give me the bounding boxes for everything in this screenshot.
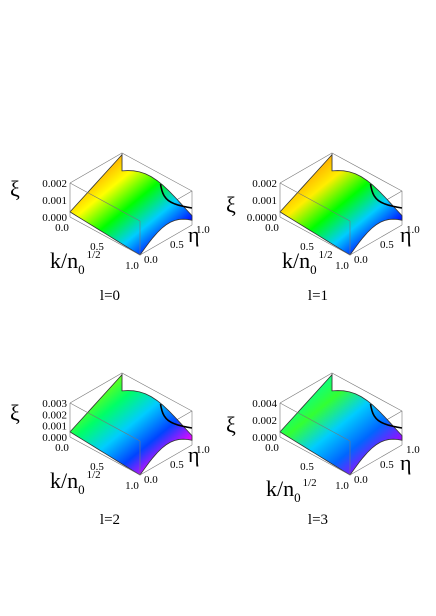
z-tick-label: 0.000: [252, 432, 277, 444]
surface-ridge: [369, 183, 403, 209]
x-axis-label-sup: 1/2: [302, 477, 317, 489]
y-tick-label: 0.0: [354, 474, 368, 486]
x-tick-label: 0.0: [55, 222, 69, 234]
y-axis-label: η: [400, 222, 412, 247]
x-axis-label-sup: 1/2: [318, 249, 333, 261]
z-tick-label: 0.002: [252, 415, 277, 427]
surface: [279, 373, 403, 476]
box-front-edge: [349, 444, 403, 476]
box-top-edge: [279, 152, 333, 184]
z-tick-label: 0.0000: [247, 212, 278, 224]
box-front-edge: [279, 216, 351, 256]
box-top-edge: [69, 372, 123, 404]
surface-plot: 0.000 0.001 0.002 0.0 0.5 1.0 0.0 0.5 1.0: [42, 152, 210, 272]
x-tick-label: 0.0: [55, 442, 69, 454]
x-tick-label: 1.0: [125, 480, 139, 492]
x-tick-label: 0.0: [265, 222, 279, 234]
panel-label: l=2: [99, 512, 121, 528]
x-axis-label-main: k/n: [266, 476, 295, 501]
surface-plot: 0.0000 0.001 0.002 0.0 0.5 1.0 0.0 0.5 1.0: [247, 152, 420, 272]
z-axis-label: ξ: [10, 176, 20, 201]
surface: [69, 153, 193, 256]
y-tick-label: 0.0: [144, 254, 158, 266]
surface-ridge: [159, 183, 193, 209]
z-tick-label: 0.001: [42, 421, 67, 433]
x-axis-label-sup: 1/2: [86, 249, 101, 261]
z-tick-label: 0.001: [42, 195, 67, 207]
x-axis-label: k/n01/2: [50, 248, 101, 278]
box-front-edge: [279, 402, 351, 475]
y-tick-label: 0.0: [144, 474, 158, 486]
chart-panel-l0: 0.000 0.001 0.002 0.0 0.5 1.0 0.0 0.5 1.0 ξ η k/…: [10, 130, 220, 310]
y-tick-label: 0.0: [354, 254, 368, 266]
x-axis-label: k/n01/2: [50, 468, 101, 498]
surface: [279, 153, 403, 256]
y-axis-label: η: [188, 442, 200, 467]
panel-label: l=0: [99, 288, 121, 304]
y-tick-label: 1.0: [196, 444, 210, 456]
y-tick-label: 1.0: [406, 224, 420, 236]
x-tick-label: 0.5: [90, 461, 104, 473]
surface-plot: 0.000 0.002 0.004 0.0 0.5 1.0 0.0 0.5 1.0: [252, 372, 420, 492]
x-axis-label: k/n01/2: [266, 476, 317, 506]
box-front-edge: [139, 224, 193, 256]
box-front-edge: [69, 402, 141, 475]
box-top-edge: [69, 152, 123, 184]
box-front-edge: [69, 182, 141, 255]
z-axis-label: ξ: [226, 412, 236, 437]
x-axis-label-sub: 0: [78, 482, 85, 497]
z-tick-label: 0.004: [252, 398, 277, 410]
y-tick-label: 1.0: [196, 224, 210, 236]
x-tick-label: 1.0: [335, 260, 349, 272]
y-tick-label: 0.5: [380, 459, 394, 471]
x-axis-label: k/n01/2: [282, 248, 333, 278]
x-axis-label-sup: 1/2: [86, 469, 101, 481]
z-axis-label: ξ: [226, 192, 236, 217]
x-tick-label: 0.5: [300, 461, 314, 473]
z-tick-label: 0.001: [252, 195, 277, 207]
chart-panel-l3: 0.000 0.002 0.004 0.0 0.5 1.0 0.0 0.5 1.0 ξ η k/…: [220, 350, 430, 530]
y-tick-label: 0.5: [170, 459, 184, 471]
y-axis-label: η: [188, 222, 200, 247]
x-tick-label: 0.0: [265, 442, 279, 454]
y-tick-label: 1.0: [406, 444, 420, 456]
x-axis-label-sub: 0: [310, 262, 317, 277]
z-tick-label: 0.003: [42, 398, 67, 410]
surface: [69, 373, 193, 476]
box-front-edge: [69, 216, 141, 256]
panel-label: l=1: [307, 288, 329, 304]
surface-ridge: [159, 403, 193, 429]
z-tick-label: 0.000: [42, 432, 67, 444]
y-tick-label: 0.5: [170, 239, 184, 251]
x-tick-label: 0.5: [90, 241, 104, 253]
z-tick-label: 0.002: [42, 178, 67, 190]
box-front-edge: [69, 436, 141, 476]
z-tick-label: 0.002: [252, 178, 277, 190]
z-tick-label: 0.002: [42, 409, 67, 421]
x-axis-label-sub: 0: [78, 262, 85, 277]
box-front-edge: [349, 224, 403, 256]
box-front-edge: [279, 182, 351, 255]
x-axis-label-main: k/n: [50, 248, 79, 273]
x-tick-label: 1.0: [125, 260, 139, 272]
box-front-edge: [139, 444, 193, 476]
z-axis-label: ξ: [10, 400, 20, 425]
x-axis-label-sub: 0: [294, 490, 301, 505]
box-front-edge: [279, 436, 351, 476]
chart-panel-l2: 0.000 0.001 0.002 0.003 0.0 0.5 1.0 0.0 0.5 1.0 ξ…: [10, 350, 220, 530]
x-tick-label: 0.5: [300, 241, 314, 253]
x-axis-label-main: k/n: [50, 468, 79, 493]
box-top-edge: [279, 372, 333, 404]
z-tick-label: 0.000: [42, 212, 67, 224]
panel-label: l=3: [307, 512, 329, 528]
y-tick-label: 0.5: [380, 239, 394, 251]
x-axis-label-main: k/n: [282, 248, 311, 273]
chart-panel-l1: 0.0000 0.001 0.002 0.0 0.5 1.0 0.0 0.5 1.0 ξ η k…: [220, 130, 430, 310]
x-tick-label: 1.0: [335, 480, 349, 492]
y-axis-label: η: [400, 450, 412, 475]
surface-ridge: [369, 403, 403, 429]
